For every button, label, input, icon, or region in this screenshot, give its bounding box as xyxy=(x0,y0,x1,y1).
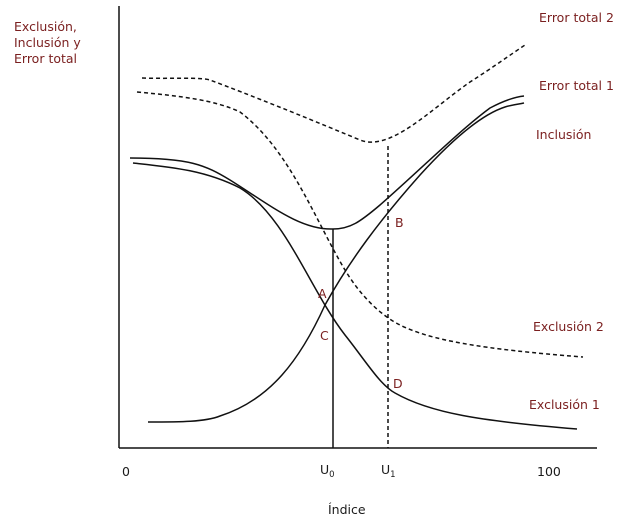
curve-error-total-2 xyxy=(141,44,526,143)
tick-u0-sub: 0 xyxy=(329,470,334,480)
y-axis-title-line-1: Exclusión, xyxy=(14,19,77,34)
y-axis-title-line-2: Inclusión y xyxy=(14,35,81,50)
y-axis-title-line-3: Error total xyxy=(14,51,77,66)
point-d: D xyxy=(393,376,403,391)
tick-u1: U1 xyxy=(381,462,396,480)
label-error-total-2: Error total 2 xyxy=(539,10,614,25)
curve-exclusion-1 xyxy=(132,162,578,430)
label-exclusion-1: Exclusión 1 xyxy=(529,397,600,412)
tick-u0: U0 xyxy=(320,462,335,480)
tick-max: 100 xyxy=(537,464,561,479)
curve-exclusion-2 xyxy=(136,91,584,358)
y-axis-title: Exclusión, Inclusión y Error total xyxy=(14,19,85,66)
curve-error-total-1 xyxy=(129,95,525,230)
curve-inclusion xyxy=(147,102,525,423)
label-inclusion: Inclusión xyxy=(536,127,591,142)
tick-zero: 0 xyxy=(122,464,130,479)
point-b: B xyxy=(395,215,404,230)
tick-u1-main: U xyxy=(381,462,390,477)
tick-u0-main: U xyxy=(320,462,329,477)
tick-u1-sub: 1 xyxy=(390,470,395,480)
point-c: C xyxy=(320,328,329,343)
x-axis-title: Índice xyxy=(328,502,366,517)
point-a: A xyxy=(318,286,327,301)
label-error-total-1: Error total 1 xyxy=(539,78,614,93)
label-exclusion-2: Exclusión 2 xyxy=(533,319,604,334)
